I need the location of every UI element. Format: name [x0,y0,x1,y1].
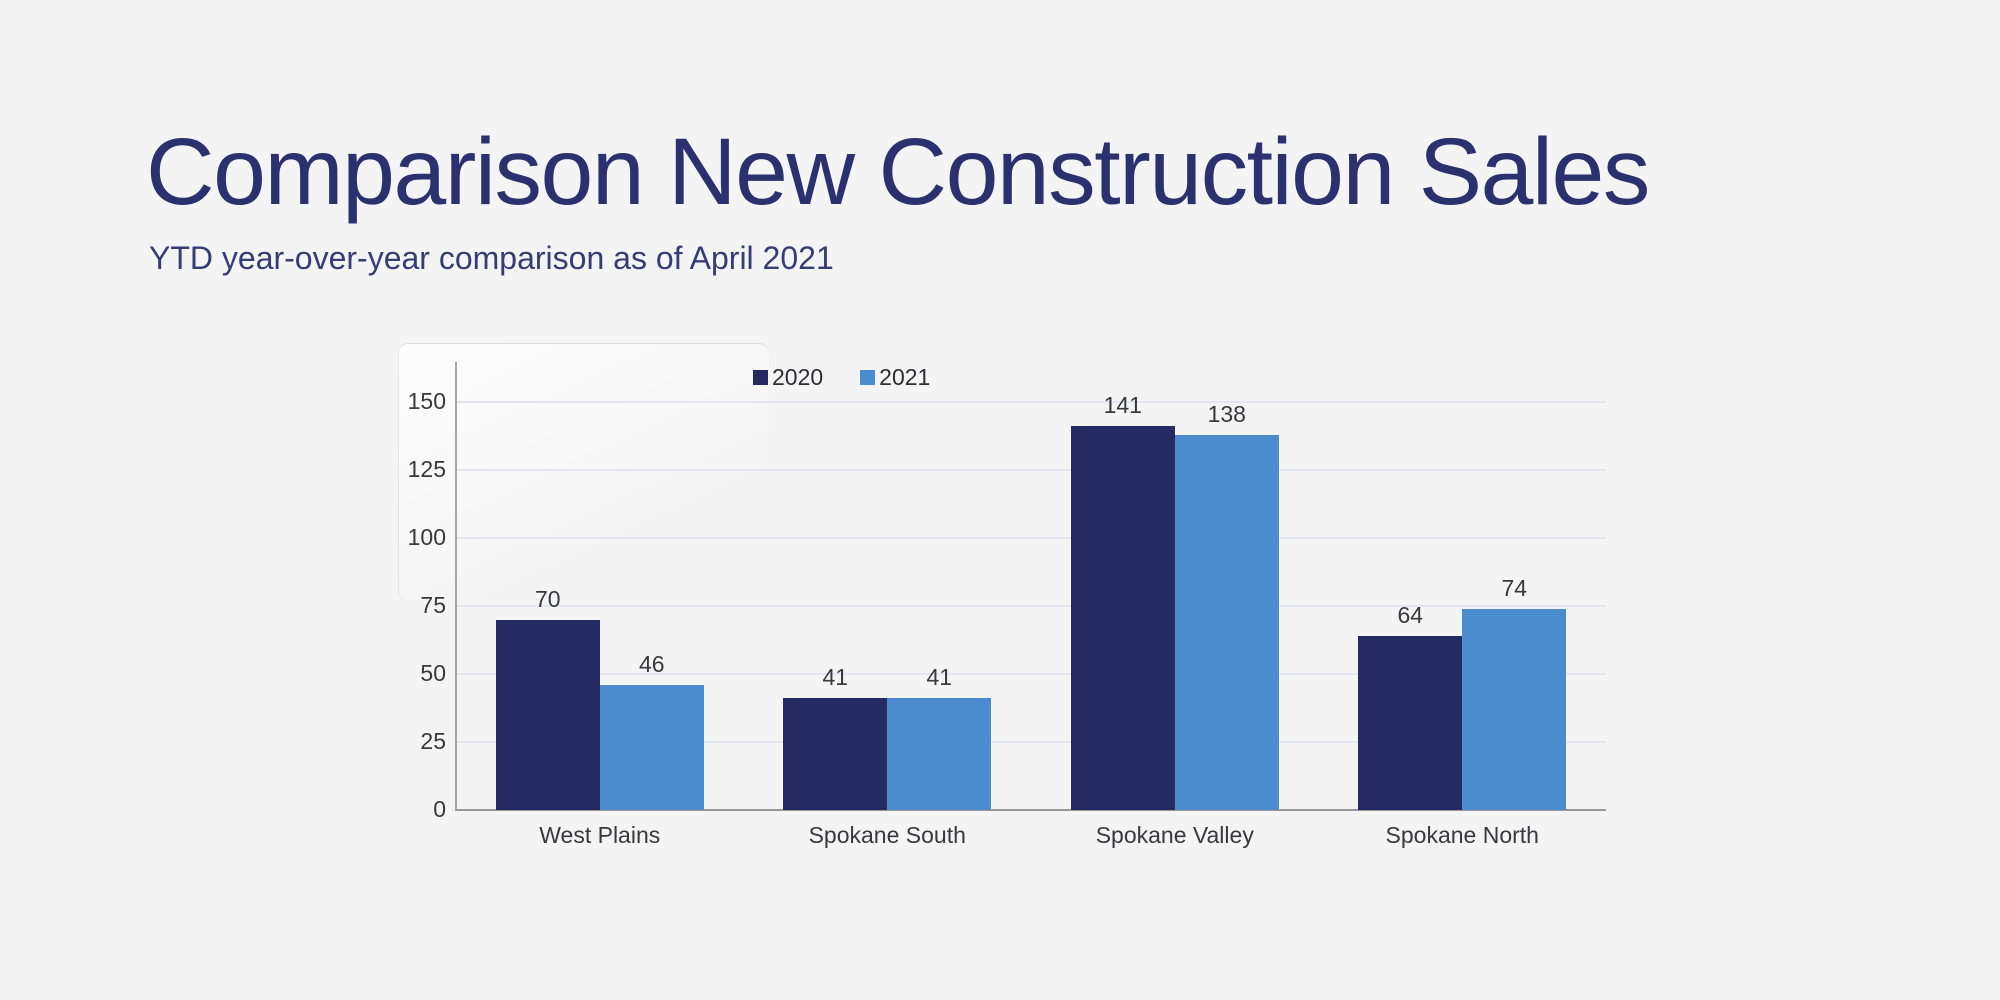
y-tick-label: 0 [433,796,446,822]
bar-2020-spokane-valley [1070,426,1175,810]
category-label: Spokane Valley [1095,822,1254,848]
legend-item-2020: 2020 [753,364,823,391]
legend-item-2021: 2021 [860,364,930,391]
bar-value-label: 41 [926,664,953,691]
chart-legend: 2020 2021 [753,364,930,391]
y-tick-label: 25 [420,728,446,754]
bar-value-label: 70 [534,585,561,612]
category-label: West Plains [539,822,661,848]
gridline [456,741,1606,743]
legend-label: 2020 [772,364,824,390]
bar-value-label: 138 [1207,400,1246,427]
bar-value-label: 64 [1397,601,1424,628]
gridline [456,401,1606,403]
category-label: Spokane South [808,822,966,848]
bar-2021-spokane-south [887,698,992,810]
legend-label: 2021 [879,364,931,390]
x-axis-line [455,809,1606,811]
y-tick-label: 100 [407,524,446,550]
bar-2020-spokane-south [783,698,888,810]
y-tick-label: 75 [420,592,446,618]
legend-swatch-icon [753,370,768,385]
gridline [456,537,1606,539]
y-axis-line [455,362,457,810]
bar-value-label: 141 [1103,392,1142,419]
gridline [456,673,1606,675]
bar-value-label: 74 [1501,574,1528,601]
bar-value-label: 46 [638,650,665,677]
bar-2021-spokane-north [1462,608,1567,810]
bar-2020-west-plains [495,619,600,810]
bar-2020-spokane-north [1358,635,1463,810]
bar-value-label: 41 [822,664,849,691]
gridline [456,605,1606,607]
y-tick-label: 150 [407,388,446,414]
page-subtitle: YTD year-over-year comparison as of Apri… [149,240,834,276]
gridline [456,469,1606,471]
chart-panel-background [398,343,769,601]
category-label: Spokane North [1385,822,1539,848]
y-tick-label: 50 [420,660,446,686]
y-tick-label: 125 [407,456,446,482]
bar-2021-west-plains [599,684,704,810]
legend-swatch-icon [860,370,876,385]
bar-2021-spokane-valley [1174,434,1279,810]
page-title: Comparison New Construction Sales [146,119,1650,225]
